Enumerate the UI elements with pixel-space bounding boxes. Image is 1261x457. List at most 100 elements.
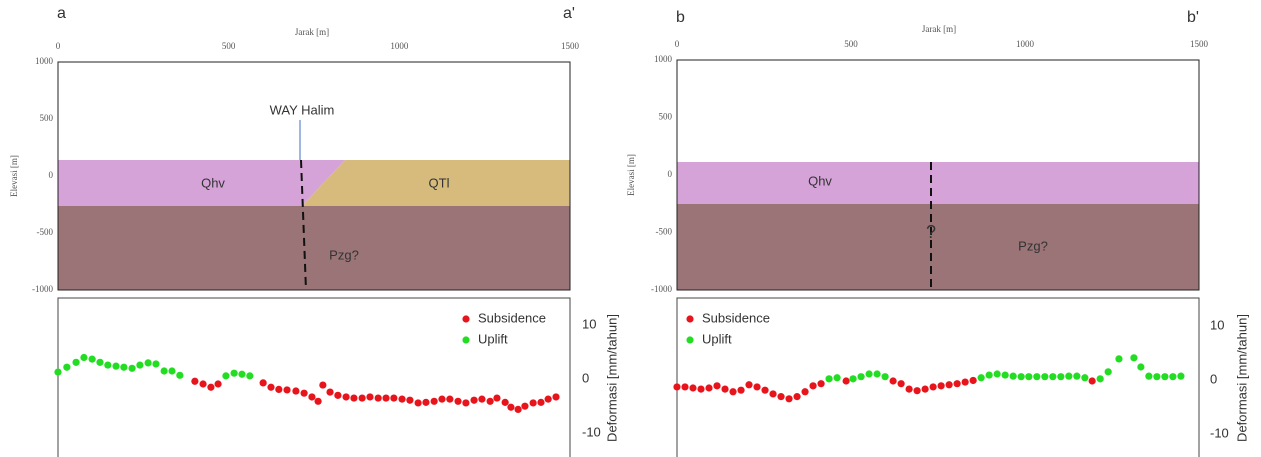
data-point [160, 367, 168, 375]
data-point [414, 399, 422, 407]
x-tick-label: 0 [56, 41, 61, 51]
data-point [152, 360, 160, 368]
data-point [382, 394, 390, 402]
plot-frame [676, 297, 1200, 457]
data-point [54, 368, 62, 376]
data-point [1017, 373, 1025, 381]
layer [677, 162, 1199, 204]
data-point [454, 397, 462, 405]
data-point [63, 363, 71, 371]
data-point [207, 383, 215, 391]
legend-label: Uplift [478, 331, 508, 346]
data-point [737, 386, 745, 394]
data-point [945, 381, 953, 389]
data-point [314, 397, 322, 405]
data-point [1025, 373, 1033, 381]
data-point [136, 361, 144, 369]
data-point [88, 355, 96, 363]
y-tick-label: -1000 [651, 284, 672, 294]
data-point [342, 393, 350, 401]
data-point [104, 361, 112, 369]
data-point [529, 399, 537, 407]
data-point [745, 381, 753, 389]
panel-label: a [57, 5, 66, 22]
legend-marker [686, 336, 694, 344]
y-tick-label: 10 [582, 316, 596, 331]
data-point [1057, 373, 1065, 381]
data-point [366, 393, 374, 401]
data-point [222, 372, 230, 380]
data-point [72, 358, 80, 366]
y-tick-label: -10 [1210, 425, 1229, 440]
data-point [873, 370, 881, 378]
data-point [1081, 374, 1089, 382]
data-point [214, 380, 222, 388]
data-point [1065, 372, 1073, 380]
panel-label: b [676, 9, 685, 26]
data-point [438, 395, 446, 403]
data-point [697, 385, 705, 393]
data-point [929, 383, 937, 391]
data-point [80, 353, 88, 362]
data-point [833, 374, 841, 382]
data-point [921, 385, 929, 393]
y-tick-label: 0 [1210, 371, 1217, 386]
data-point [283, 386, 291, 394]
annotation: WAY Halim [270, 102, 335, 117]
data-point [809, 382, 817, 390]
data-point [128, 364, 136, 372]
data-point [1049, 373, 1057, 381]
data-point [493, 394, 501, 402]
data-point [1130, 354, 1138, 362]
data-point [801, 388, 809, 396]
data-point [1096, 375, 1104, 383]
data-point [358, 394, 366, 402]
data-point [1104, 368, 1112, 376]
data-point [721, 385, 729, 393]
legend-label: Subsidence [702, 310, 770, 325]
data-point [1153, 373, 1161, 381]
data-point [969, 376, 977, 385]
y-tick-label: -1000 [32, 284, 53, 294]
unit-label: Pzg? [1018, 238, 1048, 253]
data-point [334, 391, 342, 399]
data-point [144, 359, 152, 367]
data-point [406, 396, 414, 404]
x-tick-label: 1500 [1190, 39, 1209, 49]
data-point [1177, 372, 1185, 380]
layer [302, 160, 570, 206]
x-tick-label: 500 [222, 41, 236, 51]
data-point [1115, 355, 1123, 363]
data-point [1145, 372, 1153, 380]
annotation: ? [926, 222, 936, 242]
data-point [961, 378, 969, 386]
unit-label: Qhv [808, 173, 832, 188]
data-point [486, 397, 494, 405]
x-tick-label: 1000 [1016, 39, 1035, 49]
data-point [292, 387, 300, 395]
data-point [430, 397, 438, 405]
data-point [259, 379, 267, 387]
y-tick-label: 1000 [35, 56, 54, 66]
data-point [199, 380, 207, 388]
data-point [865, 370, 873, 378]
x-axis-label: Jarak [m] [922, 24, 956, 34]
data-point [985, 371, 993, 379]
plot-frame [676, 59, 1200, 291]
data-point [390, 394, 398, 402]
data-point [176, 371, 184, 379]
y-axis-label: Deformasi [mm/tahun] [1234, 314, 1249, 442]
data-point [246, 372, 254, 380]
data-point [374, 394, 382, 402]
data-point [267, 383, 275, 391]
data-point [501, 398, 509, 406]
legend-marker [462, 315, 470, 323]
data-point [308, 393, 316, 401]
data-point [514, 405, 522, 414]
y-tick-label: 500 [40, 113, 54, 123]
data-point [857, 373, 865, 381]
data-point [761, 386, 769, 394]
data-point [953, 380, 961, 388]
data-point [905, 385, 913, 393]
y-tick-label: 0 [49, 170, 54, 180]
